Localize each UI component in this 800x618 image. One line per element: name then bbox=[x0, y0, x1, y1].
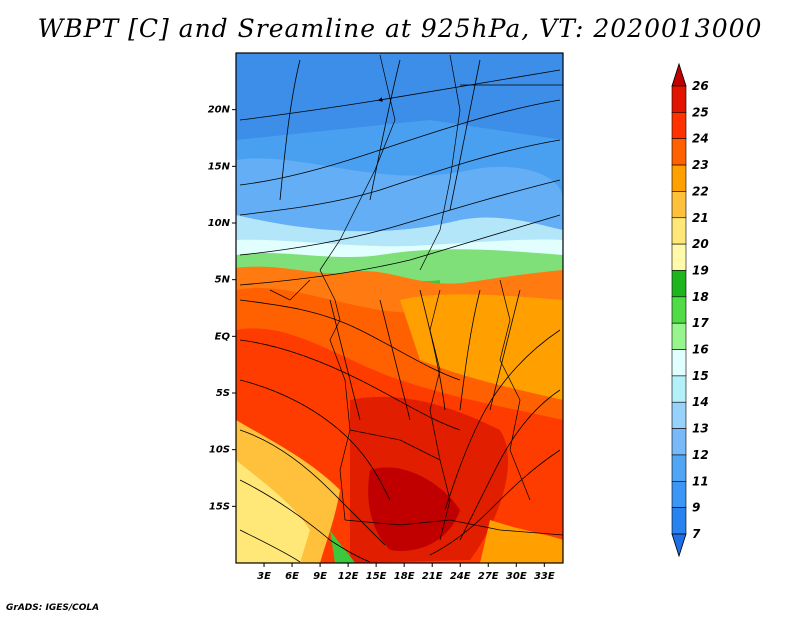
colorbar-segment bbox=[671, 428, 687, 456]
colorbar-label: 22 bbox=[692, 184, 709, 198]
colorbar-label: 23 bbox=[692, 158, 709, 172]
streamlines bbox=[239, 59, 561, 563]
colorbar-segment bbox=[671, 480, 687, 508]
colorbar-top-triangle bbox=[671, 62, 687, 87]
colorbar: 7 9 11 12 13 14 15 16 17 18 19 20 21 22 23 24 25 26 bbox=[671, 62, 709, 558]
colorbar-segment bbox=[671, 270, 687, 298]
lon-tick-label: 30E bbox=[506, 571, 527, 582]
grads-credit: GrADS: IGES/COLA bbox=[6, 603, 100, 613]
lon-tick-label: 9E bbox=[313, 571, 327, 582]
latitude-axis: 20N 15N 10N 5N EQ 5S 10S 15S bbox=[208, 105, 236, 512]
colorbar-bottom-triangle bbox=[671, 533, 687, 558]
longitude-axis: 3E 6E 9E 12E 15E 18E 21E 24E 27E 30E 33E bbox=[257, 563, 555, 582]
colorbar-label: 14 bbox=[692, 395, 709, 409]
colorbar-segment bbox=[671, 401, 687, 429]
colorbar-segment bbox=[671, 375, 687, 403]
colorbar-segment bbox=[671, 322, 687, 350]
colorbar-label: 24 bbox=[692, 132, 709, 146]
lon-tick-label: 21E bbox=[422, 571, 443, 582]
colorbar-label: 18 bbox=[692, 290, 709, 304]
lat-tick-label: 20N bbox=[208, 105, 231, 116]
colorbar-segment bbox=[671, 112, 687, 140]
lon-tick-label: 27E bbox=[478, 571, 499, 582]
lat-tick-label: 10S bbox=[209, 445, 230, 456]
colorbar-label: 26 bbox=[692, 79, 709, 93]
lat-tick-label: 15S bbox=[209, 501, 230, 512]
lon-tick-label: 12E bbox=[338, 571, 359, 582]
lon-tick-label: 3E bbox=[257, 571, 271, 582]
lat-tick-label: EQ bbox=[215, 331, 231, 342]
colorbar-segment bbox=[671, 349, 687, 377]
colorbar-segment bbox=[671, 138, 687, 166]
colorbar-segment bbox=[671, 217, 687, 245]
colorbar-label: 20 bbox=[692, 237, 709, 251]
lat-tick-label: 10N bbox=[208, 218, 231, 229]
lat-tick-label: 5S bbox=[216, 388, 230, 399]
colorbar-segment bbox=[671, 454, 687, 482]
colorbar-segment bbox=[671, 191, 687, 219]
colorbar-label: 7 bbox=[692, 527, 701, 541]
colorbar-label: 12 bbox=[692, 448, 709, 462]
colorbar-label: 17 bbox=[692, 316, 709, 330]
colorbar-segment bbox=[671, 296, 687, 324]
colorbar-segment bbox=[671, 164, 687, 192]
colorbar-segment bbox=[671, 243, 687, 271]
colorbar-label: 11 bbox=[692, 474, 709, 488]
lat-tick-label: 15N bbox=[208, 161, 231, 172]
lon-tick-label: 33E bbox=[534, 571, 555, 582]
lon-tick-label: 18E bbox=[394, 571, 415, 582]
country-borders bbox=[269, 54, 563, 541]
colorbar-label: 15 bbox=[692, 369, 709, 383]
lat-tick-label: 5N bbox=[215, 275, 231, 286]
lon-tick-label: 15E bbox=[366, 571, 387, 582]
colorbar-segment bbox=[671, 85, 687, 113]
lon-tick-label: 6E bbox=[285, 571, 299, 582]
colorbar-label: 9 bbox=[692, 501, 700, 515]
page-title: WBPT [C] and Sreamline at 925hPa, VT: 20… bbox=[37, 14, 763, 43]
wbpt-field bbox=[236, 53, 563, 563]
colorbar-label: 25 bbox=[692, 105, 709, 119]
colorbar-label: 13 bbox=[692, 422, 709, 436]
colorbar-label: 19 bbox=[692, 263, 709, 277]
lon-tick-label: 24E bbox=[450, 571, 471, 582]
colorbar-label: 21 bbox=[692, 211, 709, 225]
colorbar-segment bbox=[671, 507, 687, 535]
map-frame bbox=[235, 52, 564, 564]
colorbar-label: 16 bbox=[692, 343, 709, 357]
